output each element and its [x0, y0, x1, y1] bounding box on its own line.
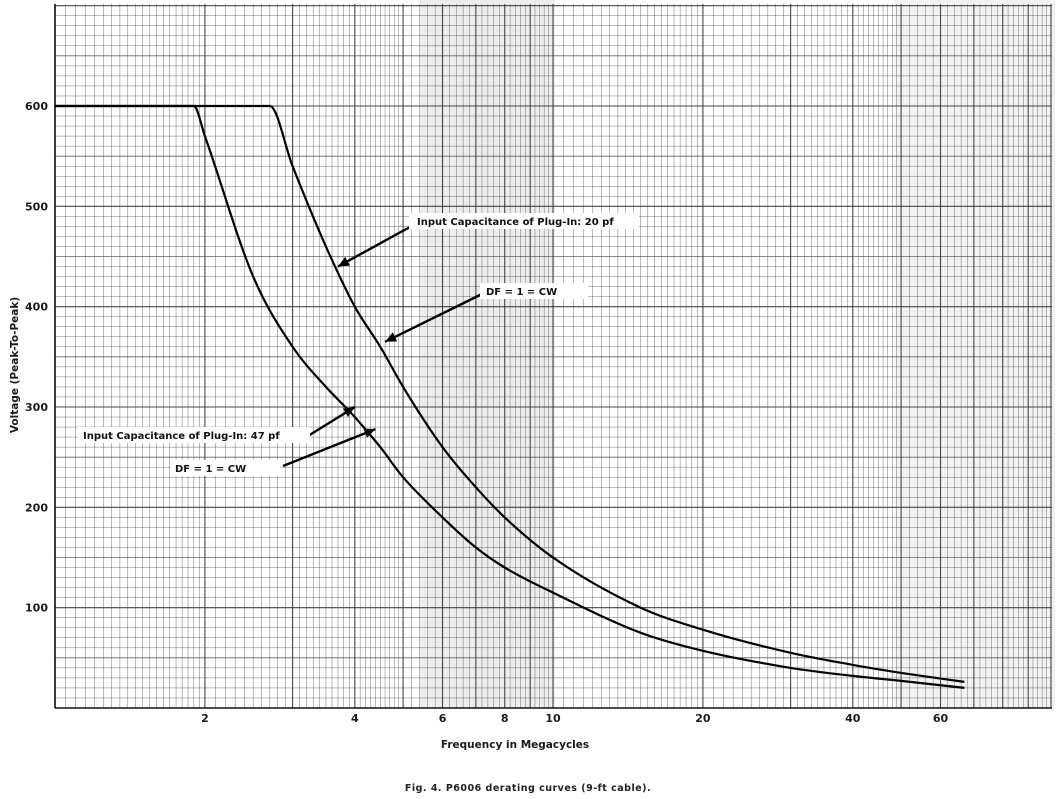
x-tick-label: 8	[501, 712, 509, 725]
x-tick-label: 20	[695, 712, 711, 725]
y-tick-label: 600	[25, 100, 48, 113]
annotation-df-lower: DF = 1 = CW	[175, 464, 246, 475]
y-tick-labels: 100 200 300 400 500 600	[25, 100, 48, 615]
arrow-47pf-head	[342, 407, 355, 418]
arrow-df-lower	[282, 427, 376, 468]
y-tick-label: 300	[25, 401, 48, 414]
log-grid	[54, 4, 1052, 709]
arrow-df-lower-head	[363, 428, 376, 438]
x-tick-labels: 2 4 6 8 10 20 40 60	[201, 712, 948, 725]
x-tick-label: 10	[545, 712, 561, 725]
arrow-df-upper	[384, 292, 483, 343]
arrow-df-upper-head	[385, 332, 398, 342]
annotation-df-upper: DF = 1 = CW	[486, 287, 557, 298]
annotation-47pf: Input Capacitance of Plug-In: 47 pf	[83, 431, 280, 442]
x-axis-label: Frequency in Megacycles	[441, 739, 589, 751]
curve-20pf	[55, 104, 965, 683]
arrow-20pf	[337, 225, 411, 268]
figure-caption: Fig. 4. P6006 derating curves (9-ft cabl…	[405, 783, 651, 794]
annotation-labels: Input Capacitance of Plug-In: 20 pf DF =…	[78, 213, 639, 476]
annotation-box-df-lower	[170, 460, 280, 476]
x-tick-label: 40	[845, 712, 861, 725]
arrow-20pf-head	[337, 256, 351, 267]
x-tick-label: 4	[351, 712, 359, 725]
annotation-box-20pf	[409, 213, 639, 229]
annotation-20pf: Input Capacitance of Plug-In: 20 pf	[417, 217, 614, 228]
y-axis-label: Voltage (Peak-To-Peak)	[9, 297, 21, 433]
x-tick-label: 2	[201, 712, 209, 725]
curve-47pf	[55, 104, 965, 689]
y-tick-label: 500	[25, 200, 48, 213]
x-tick-label: 60	[933, 712, 949, 725]
y-tick-label: 400	[25, 301, 48, 314]
x-tick-label: 6	[439, 712, 447, 725]
plot-frame	[54, 4, 1052, 709]
y-tick-label: 100	[25, 602, 48, 615]
y-tick-label: 200	[25, 501, 48, 514]
derating-curves	[55, 104, 965, 689]
annotation-arrows	[282, 225, 483, 468]
annotation-box-df-upper	[480, 283, 588, 299]
annotation-box-47pf	[78, 427, 310, 443]
